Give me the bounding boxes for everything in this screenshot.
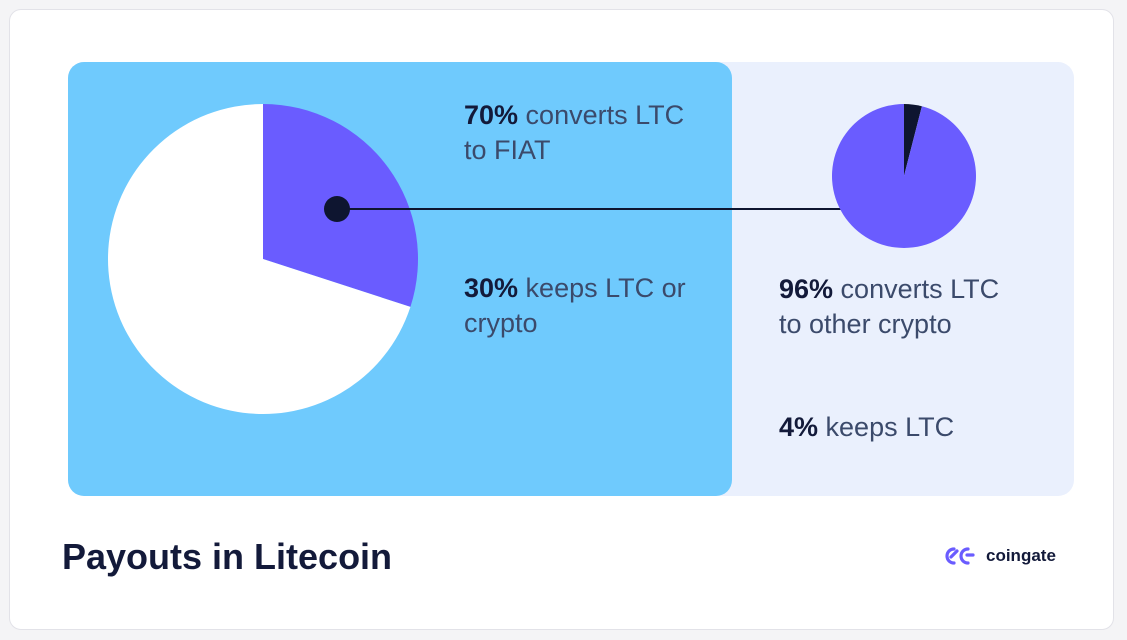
pie-slice-96-percent — [832, 104, 977, 248]
label-96-percent: 96% — [779, 274, 834, 304]
label-4-keeps-ltc: 4% keeps LTC — [779, 410, 1029, 445]
coingate-logo-icon — [945, 547, 975, 565]
brand-name: coingate — [986, 546, 1056, 565]
connector-dot — [324, 196, 350, 222]
label-4-text: keeps LTC — [818, 412, 955, 442]
detail-pie-chart — [832, 104, 977, 248]
label-96-converts-crypto: 96% converts LTC to other crypto — [779, 272, 1029, 342]
label-4-percent: 4% — [779, 412, 819, 442]
chart-title: Payouts in Litecoin — [62, 536, 393, 577]
pie-slice-4-percent — [904, 104, 922, 176]
pie-slice-70-percent — [108, 104, 411, 415]
label-30-text: keeps LTC or crypto — [464, 273, 686, 338]
label-30-percent: 30% — [464, 273, 519, 303]
brand-logo: coingate — [942, 544, 1056, 568]
label-70-text: converts LTC to FIAT — [464, 100, 685, 165]
label-70-converts-fiat: 70% converts LTC to FIAT — [464, 98, 704, 168]
label-70-percent: 70% — [464, 100, 519, 130]
label-30-keeps-crypto: 30% keeps LTC or crypto — [464, 271, 704, 341]
label-96-text: converts LTC to other crypto — [779, 274, 1000, 339]
main-pie-chart — [108, 104, 418, 415]
